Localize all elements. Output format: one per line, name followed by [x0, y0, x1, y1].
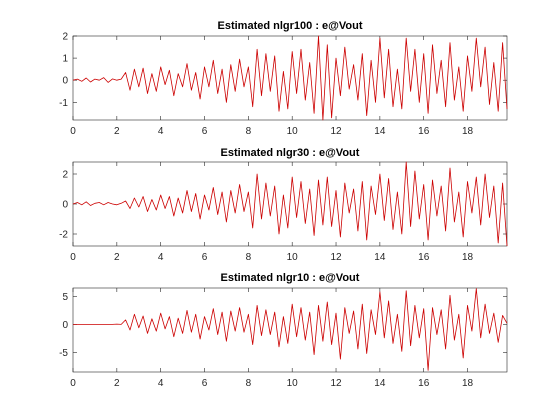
x-tick-label: 10: [287, 126, 299, 137]
x-tick-label: 2: [114, 252, 120, 263]
y-tick-label: 1: [62, 54, 68, 65]
x-tick-label: 18: [462, 126, 474, 137]
x-tick-label: 18: [462, 378, 474, 389]
x-tick-label: 2: [114, 378, 120, 389]
x-tick-label: 10: [287, 252, 299, 263]
y-tick-label: 0: [62, 200, 68, 211]
x-axis: 0 2 4 6 8 10 12 14 16 18: [70, 288, 474, 389]
series-line: [73, 288, 508, 371]
x-axis: 0 2 4 6 8 10 12 14 16 18: [70, 162, 474, 263]
x-tick-label: 6: [202, 126, 208, 137]
x-tick-label: 10: [287, 378, 299, 389]
x-axis: 0 2 4 6 8 10 12 14 16 18: [70, 36, 474, 137]
x-tick-label: 4: [158, 378, 164, 389]
y-tick-label: 2: [62, 32, 68, 43]
subplot-nlgr10: Estimated nlgr10 : e@Vout -5 0 5 0 2 4 6 8 10 12…: [59, 272, 508, 389]
x-tick-label: 16: [418, 378, 430, 389]
y-tick-label: -5: [59, 348, 68, 359]
x-tick-label: 4: [158, 252, 164, 263]
series-line: [72, 161, 508, 247]
y-tick-label: -2: [59, 230, 68, 241]
x-tick-label: 18: [462, 252, 474, 263]
x-tick-label: 16: [418, 126, 430, 137]
subplot-title: Estimated nlgr10 : e@Vout: [221, 272, 360, 284]
y-tick-label: 0: [62, 76, 68, 87]
y-tick-label: -1: [59, 98, 68, 109]
x-tick-label: 0: [70, 252, 76, 263]
x-tick-label: 0: [70, 378, 76, 389]
plot-area: [72, 287, 508, 373]
x-tick-label: 12: [330, 126, 342, 137]
y-tick-label: 2: [62, 170, 68, 181]
series-line: [72, 35, 508, 121]
subplot-title: Estimated nlgr100 : e@Vout: [218, 20, 363, 32]
subplot-title: Estimated nlgr30 : e@Vout: [221, 147, 360, 159]
x-tick-label: 14: [374, 252, 386, 263]
x-tick-label: 6: [202, 252, 208, 263]
x-tick-label: 0: [70, 126, 76, 137]
x-tick-label: 6: [202, 378, 208, 389]
x-tick-label: 14: [374, 126, 386, 137]
x-tick-label: 12: [330, 378, 342, 389]
x-tick-label: 8: [246, 378, 252, 389]
subplot-nlgr30: Estimated nlgr30 : e@Vout -202 0 2 4 6 8 10 12…: [59, 147, 508, 263]
y-tick-label: 0: [62, 320, 68, 331]
x-tick-label: 8: [246, 252, 252, 263]
x-tick-label: 14: [374, 378, 386, 389]
x-tick-label: 16: [418, 252, 430, 263]
x-tick-label: 4: [158, 126, 164, 137]
x-tick-label: 8: [246, 126, 252, 137]
x-tick-label: 12: [330, 252, 342, 263]
y-tick-label: 5: [62, 292, 68, 303]
x-tick-label: 2: [114, 126, 120, 137]
